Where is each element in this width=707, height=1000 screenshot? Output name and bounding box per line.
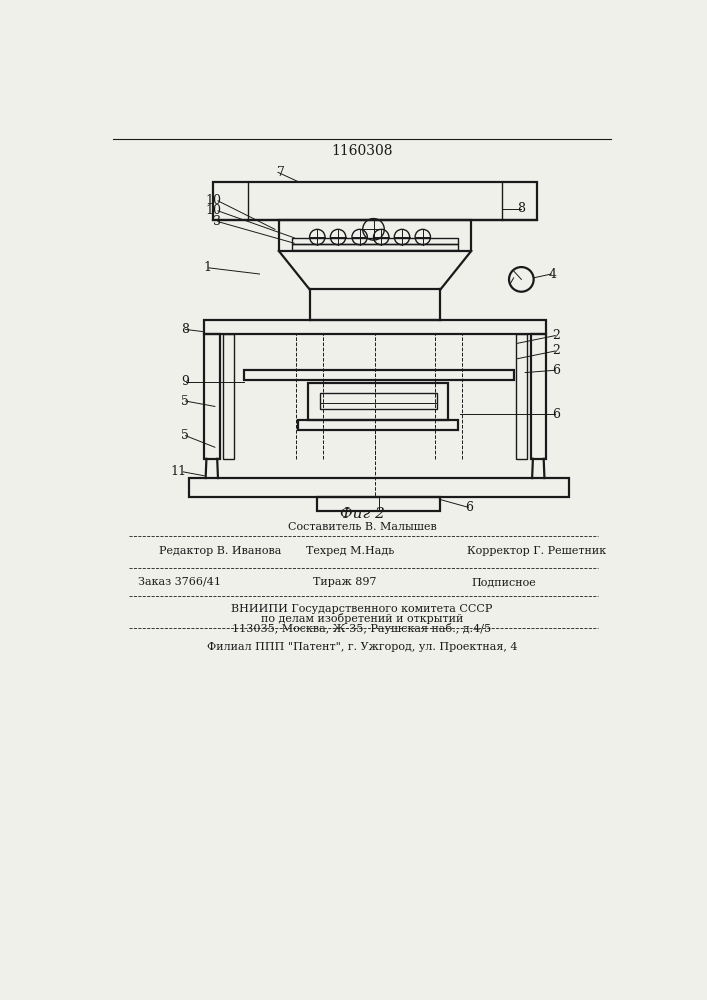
Text: 4: 4	[549, 267, 556, 280]
Text: Составитель В. Малышев: Составитель В. Малышев	[288, 522, 436, 532]
Text: 6: 6	[552, 364, 560, 377]
Text: Техред М.Надь: Техред М.Надь	[305, 546, 394, 556]
Text: 5: 5	[181, 429, 189, 442]
Text: 1160308: 1160308	[331, 144, 392, 158]
Text: 2: 2	[552, 329, 560, 342]
Bar	[292, 238, 458, 244]
Bar	[292, 244, 458, 250]
Text: 8: 8	[518, 202, 525, 215]
Text: Фиг 2: Фиг 2	[339, 507, 385, 521]
Bar	[516, 334, 527, 459]
Text: 8: 8	[181, 323, 189, 336]
Text: 3: 3	[213, 215, 221, 228]
Text: Корректор Г. Решетник: Корректор Г. Решетник	[467, 546, 607, 556]
Text: 6: 6	[465, 501, 473, 514]
Bar	[204, 334, 219, 459]
Text: 10: 10	[205, 194, 221, 207]
Bar	[244, 370, 514, 380]
Text: ВНИИПИ Государственного комитета СССР: ВНИИПИ Государственного комитета СССР	[231, 604, 493, 614]
Bar	[189, 478, 569, 497]
Text: Подписное: Подписное	[472, 577, 536, 587]
Text: 2: 2	[552, 344, 560, 358]
Text: Редактор В. Иванова: Редактор В. Иванова	[160, 546, 282, 556]
Text: 5: 5	[181, 395, 189, 408]
Text: Заказ 3766/41: Заказ 3766/41	[138, 577, 221, 587]
Text: 7: 7	[277, 166, 285, 179]
Text: по делам изобретений и открытий: по делам изобретений и открытий	[261, 613, 463, 624]
Bar	[308, 383, 448, 420]
Text: 9: 9	[181, 375, 189, 388]
Text: Филиал ППП "Патент", г. Ужгород, ул. Проектная, 4: Филиал ППП "Патент", г. Ужгород, ул. Про…	[206, 642, 518, 652]
Text: 11: 11	[170, 465, 187, 478]
Text: 113035, Москва, Ж-35, Раушская наб., д.4/5: 113035, Москва, Ж-35, Раушская наб., д.4…	[233, 623, 491, 634]
Bar	[320, 393, 437, 409]
Bar	[223, 334, 234, 459]
Bar	[204, 320, 546, 334]
Bar	[317, 497, 440, 511]
Text: Тираж 897: Тираж 897	[313, 577, 377, 587]
Bar	[530, 334, 546, 459]
Bar	[214, 182, 537, 220]
Text: 1: 1	[204, 261, 212, 274]
Bar	[298, 420, 458, 430]
Bar	[279, 220, 472, 251]
Text: 6: 6	[552, 408, 560, 421]
Text: 10: 10	[205, 204, 221, 217]
